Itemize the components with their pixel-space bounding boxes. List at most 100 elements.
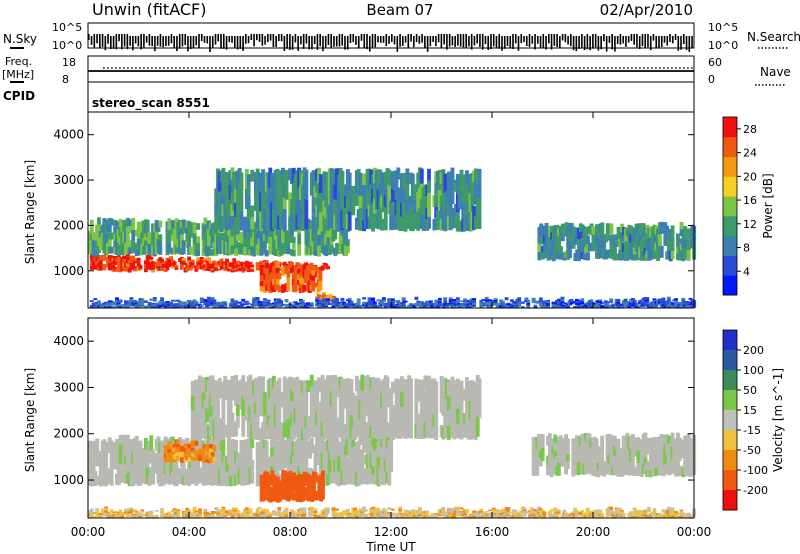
echo-cell bbox=[367, 297, 372, 300]
echo-cell bbox=[221, 168, 226, 181]
echo-cell bbox=[437, 299, 442, 302]
echo-cell bbox=[331, 303, 336, 306]
echo-cell bbox=[268, 516, 273, 518]
echo-cell bbox=[320, 268, 325, 271]
echo-cell bbox=[591, 243, 596, 252]
echo-cell bbox=[309, 302, 314, 305]
echo-cell bbox=[241, 267, 246, 270]
echo-cell bbox=[293, 272, 298, 280]
echo-cell bbox=[243, 247, 247, 256]
echo-cell bbox=[389, 436, 394, 449]
nsky-bar bbox=[548, 34, 550, 44]
echo-cell bbox=[158, 241, 163, 248]
echo-cell bbox=[587, 460, 592, 475]
echo-cell bbox=[443, 300, 448, 304]
echo-cell bbox=[315, 299, 320, 302]
echo-cell bbox=[140, 298, 145, 301]
echo-cell bbox=[318, 280, 323, 291]
echo-cell bbox=[520, 306, 525, 308]
echo-cell bbox=[354, 194, 359, 206]
echo-cell bbox=[645, 299, 650, 302]
echo-cell bbox=[418, 507, 422, 510]
echo-cell bbox=[304, 435, 309, 452]
echo-cell bbox=[659, 245, 664, 258]
echo-cell bbox=[250, 269, 255, 272]
echo-cell bbox=[277, 272, 282, 280]
nsky-bar bbox=[335, 36, 338, 47]
echo-cell bbox=[259, 437, 264, 447]
station-title: Unwin (fitACF) bbox=[92, 0, 206, 19]
echo-cell bbox=[356, 301, 361, 304]
echo-cell bbox=[412, 184, 417, 200]
echo-cell bbox=[167, 445, 172, 450]
echo-cell bbox=[223, 304, 228, 307]
echo-cell bbox=[277, 285, 282, 293]
echo-cell bbox=[143, 300, 148, 303]
nsky-bar bbox=[101, 34, 104, 47]
echo-cell bbox=[672, 458, 677, 468]
echo-cell bbox=[107, 262, 112, 267]
echo-cell bbox=[524, 297, 529, 300]
echo-cell bbox=[198, 448, 202, 455]
echo-cell bbox=[290, 228, 294, 236]
freq-trace bbox=[88, 67, 694, 72]
echo-cell bbox=[569, 299, 574, 302]
echo-cell bbox=[288, 478, 293, 486]
nsky-bar bbox=[231, 36, 233, 43]
nsky-bar bbox=[592, 34, 594, 49]
echo-cell bbox=[663, 303, 668, 306]
echo-cell bbox=[284, 514, 289, 517]
echo-cell bbox=[259, 286, 264, 292]
echo-cell bbox=[616, 301, 621, 305]
echo-cell bbox=[313, 472, 318, 482]
nsky-bar bbox=[302, 34, 305, 49]
echo-cell bbox=[683, 226, 688, 238]
echo-cell bbox=[391, 187, 395, 203]
nsky-bar bbox=[481, 34, 484, 50]
echo-cell bbox=[338, 388, 343, 402]
echo-cell bbox=[295, 516, 300, 518]
echo-cell bbox=[230, 300, 235, 302]
echo-cell bbox=[470, 192, 475, 212]
velocity-echoes bbox=[88, 374, 697, 518]
echo-cell bbox=[401, 303, 406, 307]
echo-cell bbox=[446, 507, 451, 510]
echo-cell bbox=[318, 193, 323, 213]
echo-cell bbox=[228, 395, 233, 417]
echo-cell bbox=[546, 304, 550, 307]
nsky-bar bbox=[308, 36, 310, 50]
echo-cell bbox=[430, 513, 435, 515]
echo-cell bbox=[383, 218, 388, 231]
nsky-bar bbox=[297, 36, 299, 51]
echo-cell bbox=[241, 470, 246, 486]
echo-cell bbox=[158, 305, 163, 308]
echo-cell bbox=[190, 447, 195, 452]
echo-cell bbox=[321, 493, 325, 500]
echo-cell bbox=[362, 402, 367, 415]
echo-cell bbox=[163, 445, 168, 450]
echo-cell bbox=[605, 306, 610, 308]
echo-cell bbox=[149, 512, 154, 515]
nsky-bar bbox=[476, 34, 478, 44]
nave-tick-low: 0 bbox=[708, 73, 715, 86]
echo-cell bbox=[306, 492, 311, 502]
echo-cell bbox=[154, 516, 159, 518]
nsky-bar bbox=[440, 34, 443, 48]
echo-cell bbox=[91, 304, 96, 308]
nsearch-tick-low: 10^0 bbox=[708, 39, 738, 52]
echo-cell bbox=[109, 255, 114, 259]
nsky-bar bbox=[677, 36, 680, 51]
echo-cell bbox=[223, 268, 228, 271]
echo-cell bbox=[362, 508, 367, 511]
nsky-bar bbox=[280, 34, 283, 42]
echo-cell bbox=[326, 228, 330, 237]
nsky-bar bbox=[267, 34, 269, 43]
echo-cell bbox=[102, 267, 107, 271]
nsky-bar bbox=[553, 34, 556, 46]
echo-cell bbox=[104, 441, 109, 457]
echo-cell bbox=[120, 513, 125, 516]
echo-cell bbox=[385, 376, 390, 392]
echo-cell bbox=[279, 301, 284, 304]
echo-cell bbox=[208, 249, 213, 256]
